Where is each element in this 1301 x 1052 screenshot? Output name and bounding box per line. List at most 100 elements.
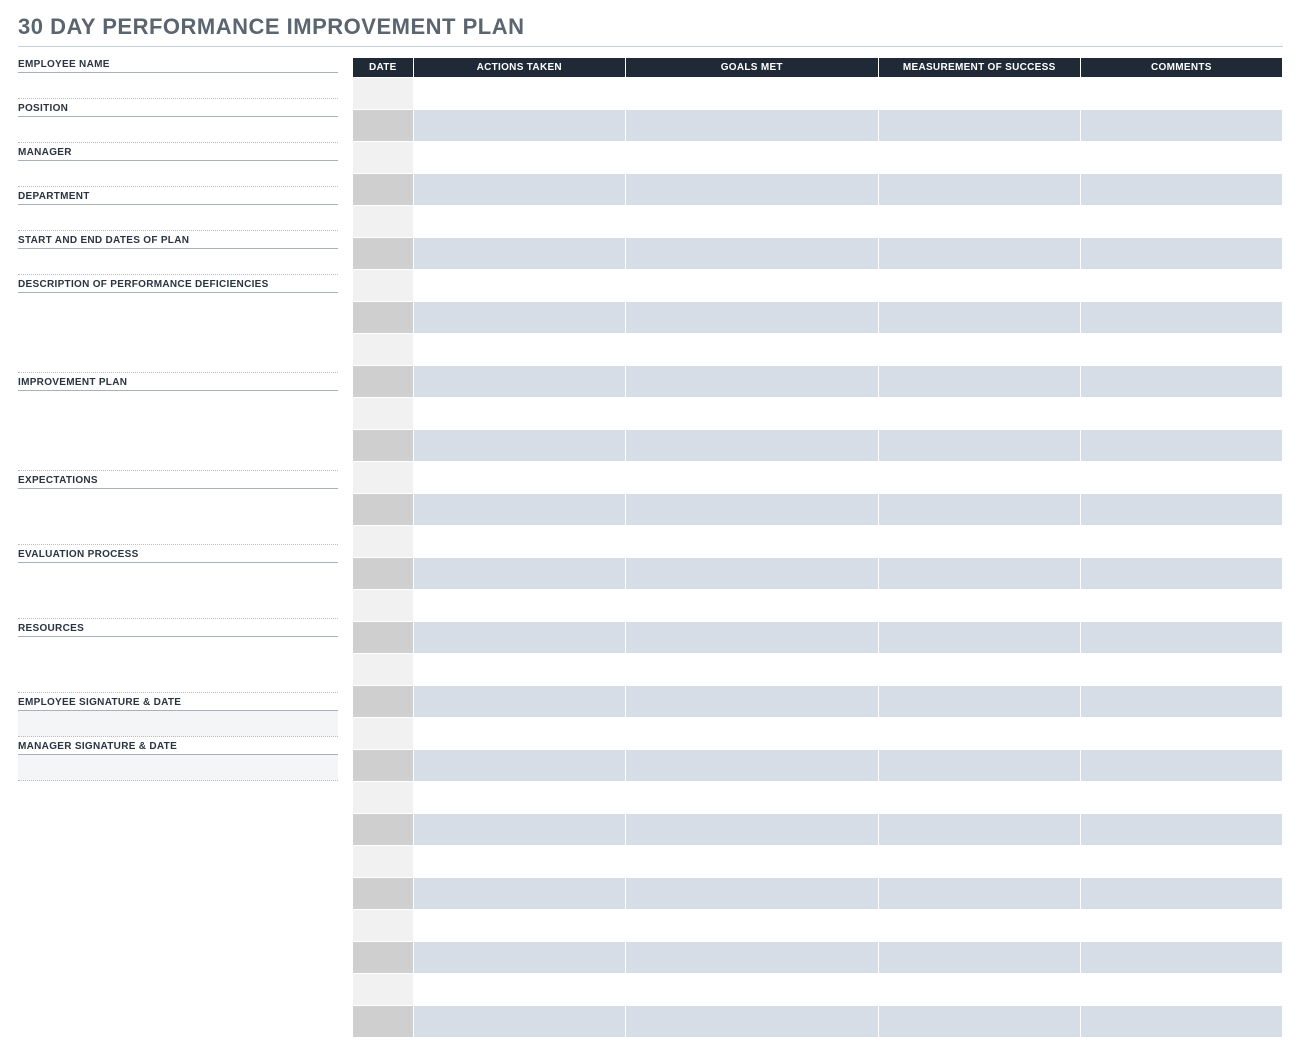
- cell-comments[interactable]: [1080, 270, 1282, 302]
- cell-comments[interactable]: [1080, 910, 1282, 942]
- cell-actions[interactable]: [413, 206, 625, 238]
- field-input[interactable]: [18, 205, 338, 231]
- cell-comments[interactable]: [1080, 110, 1282, 142]
- field-input[interactable]: [18, 117, 338, 143]
- cell-measurement[interactable]: [878, 110, 1080, 142]
- cell-measurement[interactable]: [878, 78, 1080, 110]
- cell-measurement[interactable]: [878, 558, 1080, 590]
- cell-goals[interactable]: [625, 814, 878, 846]
- cell-measurement[interactable]: [878, 622, 1080, 654]
- cell-measurement[interactable]: [878, 878, 1080, 910]
- cell-date[interactable]: [353, 206, 414, 238]
- cell-goals[interactable]: [625, 974, 878, 1006]
- cell-actions[interactable]: [413, 846, 625, 878]
- field-input[interactable]: [18, 161, 338, 187]
- cell-comments[interactable]: [1080, 782, 1282, 814]
- cell-actions[interactable]: [413, 110, 625, 142]
- cell-date[interactable]: [353, 462, 414, 494]
- cell-date[interactable]: [353, 622, 414, 654]
- cell-comments[interactable]: [1080, 78, 1282, 110]
- cell-comments[interactable]: [1080, 622, 1282, 654]
- cell-date[interactable]: [353, 174, 414, 206]
- cell-measurement[interactable]: [878, 782, 1080, 814]
- cell-actions[interactable]: [413, 878, 625, 910]
- cell-goals[interactable]: [625, 942, 878, 974]
- cell-actions[interactable]: [413, 590, 625, 622]
- cell-goals[interactable]: [625, 558, 878, 590]
- cell-date[interactable]: [353, 590, 414, 622]
- field-input[interactable]: [18, 489, 338, 545]
- field-input[interactable]: [18, 293, 338, 373]
- cell-goals[interactable]: [625, 142, 878, 174]
- cell-date[interactable]: [353, 910, 414, 942]
- cell-comments[interactable]: [1080, 750, 1282, 782]
- field-input[interactable]: [18, 249, 338, 275]
- cell-goals[interactable]: [625, 366, 878, 398]
- cell-goals[interactable]: [625, 1006, 878, 1038]
- cell-actions[interactable]: [413, 750, 625, 782]
- cell-actions[interactable]: [413, 526, 625, 558]
- cell-measurement[interactable]: [878, 142, 1080, 174]
- cell-comments[interactable]: [1080, 174, 1282, 206]
- cell-actions[interactable]: [413, 398, 625, 430]
- cell-comments[interactable]: [1080, 142, 1282, 174]
- cell-goals[interactable]: [625, 622, 878, 654]
- cell-comments[interactable]: [1080, 846, 1282, 878]
- cell-date[interactable]: [353, 110, 414, 142]
- cell-measurement[interactable]: [878, 910, 1080, 942]
- cell-goals[interactable]: [625, 206, 878, 238]
- cell-actions[interactable]: [413, 462, 625, 494]
- cell-date[interactable]: [353, 750, 414, 782]
- cell-measurement[interactable]: [878, 302, 1080, 334]
- cell-date[interactable]: [353, 238, 414, 270]
- field-input[interactable]: [18, 391, 338, 471]
- cell-date[interactable]: [353, 942, 414, 974]
- cell-measurement[interactable]: [878, 654, 1080, 686]
- cell-goals[interactable]: [625, 654, 878, 686]
- field-input[interactable]: [18, 637, 338, 693]
- cell-comments[interactable]: [1080, 430, 1282, 462]
- cell-measurement[interactable]: [878, 590, 1080, 622]
- cell-actions[interactable]: [413, 366, 625, 398]
- cell-comments[interactable]: [1080, 590, 1282, 622]
- cell-goals[interactable]: [625, 302, 878, 334]
- cell-date[interactable]: [353, 814, 414, 846]
- cell-date[interactable]: [353, 78, 414, 110]
- cell-goals[interactable]: [625, 334, 878, 366]
- cell-actions[interactable]: [413, 686, 625, 718]
- cell-actions[interactable]: [413, 334, 625, 366]
- cell-date[interactable]: [353, 142, 414, 174]
- cell-comments[interactable]: [1080, 494, 1282, 526]
- cell-goals[interactable]: [625, 526, 878, 558]
- cell-measurement[interactable]: [878, 174, 1080, 206]
- cell-date[interactable]: [353, 686, 414, 718]
- cell-actions[interactable]: [413, 654, 625, 686]
- signature-input[interactable]: [18, 711, 338, 737]
- cell-measurement[interactable]: [878, 462, 1080, 494]
- cell-measurement[interactable]: [878, 238, 1080, 270]
- cell-comments[interactable]: [1080, 302, 1282, 334]
- cell-actions[interactable]: [413, 782, 625, 814]
- cell-comments[interactable]: [1080, 526, 1282, 558]
- cell-measurement[interactable]: [878, 814, 1080, 846]
- cell-date[interactable]: [353, 430, 414, 462]
- cell-comments[interactable]: [1080, 814, 1282, 846]
- cell-measurement[interactable]: [878, 1006, 1080, 1038]
- cell-measurement[interactable]: [878, 206, 1080, 238]
- cell-measurement[interactable]: [878, 718, 1080, 750]
- cell-goals[interactable]: [625, 174, 878, 206]
- cell-date[interactable]: [353, 526, 414, 558]
- cell-goals[interactable]: [625, 494, 878, 526]
- cell-date[interactable]: [353, 494, 414, 526]
- cell-goals[interactable]: [625, 398, 878, 430]
- cell-actions[interactable]: [413, 238, 625, 270]
- cell-actions[interactable]: [413, 302, 625, 334]
- cell-measurement[interactable]: [878, 750, 1080, 782]
- cell-actions[interactable]: [413, 78, 625, 110]
- cell-actions[interactable]: [413, 494, 625, 526]
- cell-comments[interactable]: [1080, 238, 1282, 270]
- cell-comments[interactable]: [1080, 974, 1282, 1006]
- cell-measurement[interactable]: [878, 846, 1080, 878]
- cell-measurement[interactable]: [878, 974, 1080, 1006]
- cell-actions[interactable]: [413, 814, 625, 846]
